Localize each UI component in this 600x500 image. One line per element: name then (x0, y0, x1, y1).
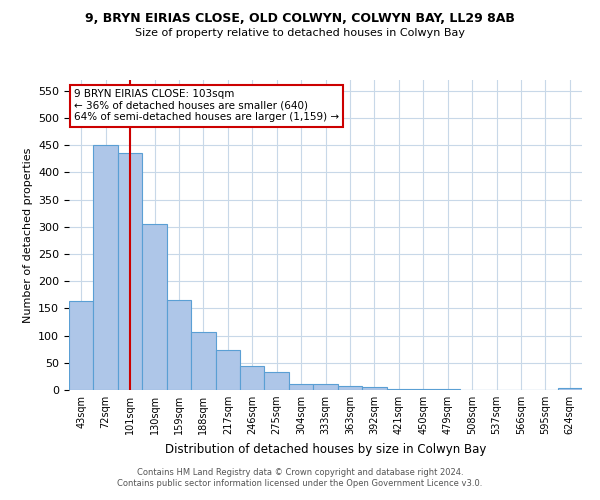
Bar (215, 350, 240, 390)
Bar (265, 372, 289, 390)
Bar (167, 300, 191, 390)
Bar (142, 224, 167, 390)
Text: Contains HM Land Registry data © Crown copyright and database right 2024.
Contai: Contains HM Land Registry data © Crown c… (118, 468, 482, 487)
Bar (557, 388, 582, 390)
Bar (94, 146, 118, 390)
Bar (362, 388, 386, 390)
Bar (289, 384, 313, 390)
Bar (338, 386, 362, 390)
Bar (118, 154, 142, 390)
Text: 9 BRYN EIRIAS CLOSE: 103sqm
← 36% of detached houses are smaller (640)
64% of se: 9 BRYN EIRIAS CLOSE: 103sqm ← 36% of det… (74, 90, 339, 122)
Bar (191, 332, 215, 390)
Bar (386, 389, 411, 390)
Text: Size of property relative to detached houses in Colwyn Bay: Size of property relative to detached ho… (135, 28, 465, 38)
Bar (69, 302, 94, 390)
Y-axis label: Number of detached properties: Number of detached properties (23, 148, 32, 322)
Bar (313, 384, 338, 390)
X-axis label: Distribution of detached houses by size in Colwyn Bay: Distribution of detached houses by size … (165, 442, 486, 456)
Text: 9, BRYN EIRIAS CLOSE, OLD COLWYN, COLWYN BAY, LL29 8AB: 9, BRYN EIRIAS CLOSE, OLD COLWYN, COLWYN… (85, 12, 515, 26)
Bar (240, 366, 265, 390)
